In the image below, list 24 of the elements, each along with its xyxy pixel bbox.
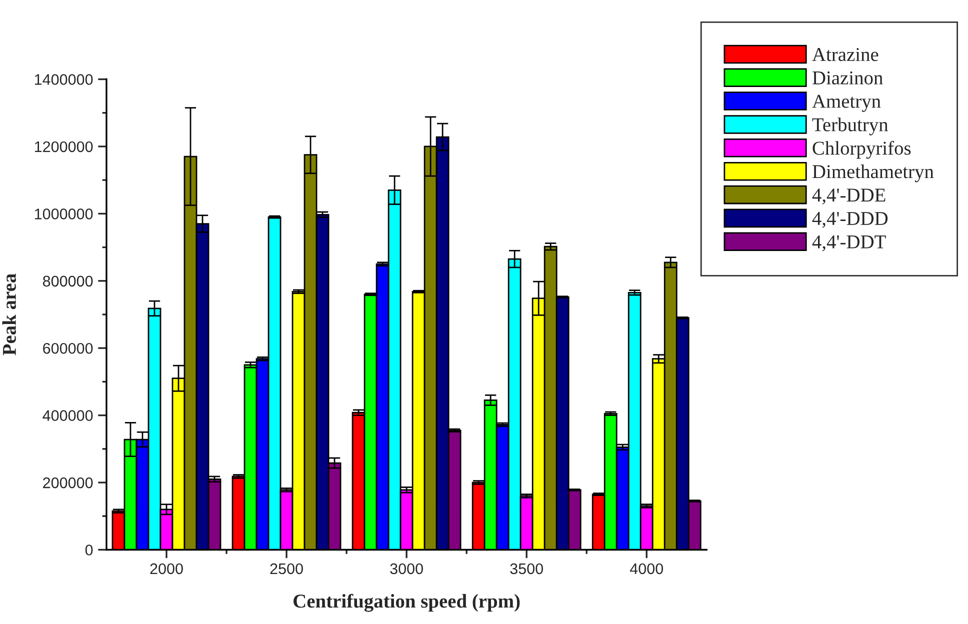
x-axis-title: Centrifugation speed (rpm) (294, 594, 520, 612)
y-tick-label: 400000 (42, 410, 93, 422)
x-tick-label: 3000 (390, 563, 423, 574)
legend-label: 4,4'-DDD (812, 212, 888, 228)
legend-label: Atrazine (812, 48, 878, 62)
legend-label: Diazinon (812, 71, 883, 84)
y-axis-title: Peak area (2, 274, 16, 356)
x-tick-label: 2500 (270, 563, 303, 574)
legend-label: Chlorpyrifos (812, 140, 911, 159)
y-tick-label: 800000 (42, 276, 93, 287)
legend-label: 4,4'-DDE (812, 188, 886, 204)
legend-label: Dimethametryn (812, 164, 934, 182)
y-tick-label: 600000 (43, 342, 93, 354)
y-tick-label: 0 (85, 544, 93, 556)
y-tick-label: 200000 (43, 477, 93, 488)
x-tick-label: 3500 (510, 563, 543, 574)
y-tick-label: 1400000 (34, 74, 93, 85)
legend-label: 4,4'-DDT (812, 235, 886, 252)
legend-label: Ametryn (812, 94, 881, 112)
y-tick-label: 1200000 (34, 141, 93, 152)
x-tick-label: 2000 (150, 563, 183, 574)
x-tick-label: 4000 (630, 563, 664, 574)
y-tick-label: 1000000 (34, 208, 93, 220)
legend-label: Terbutryn (812, 118, 888, 136)
